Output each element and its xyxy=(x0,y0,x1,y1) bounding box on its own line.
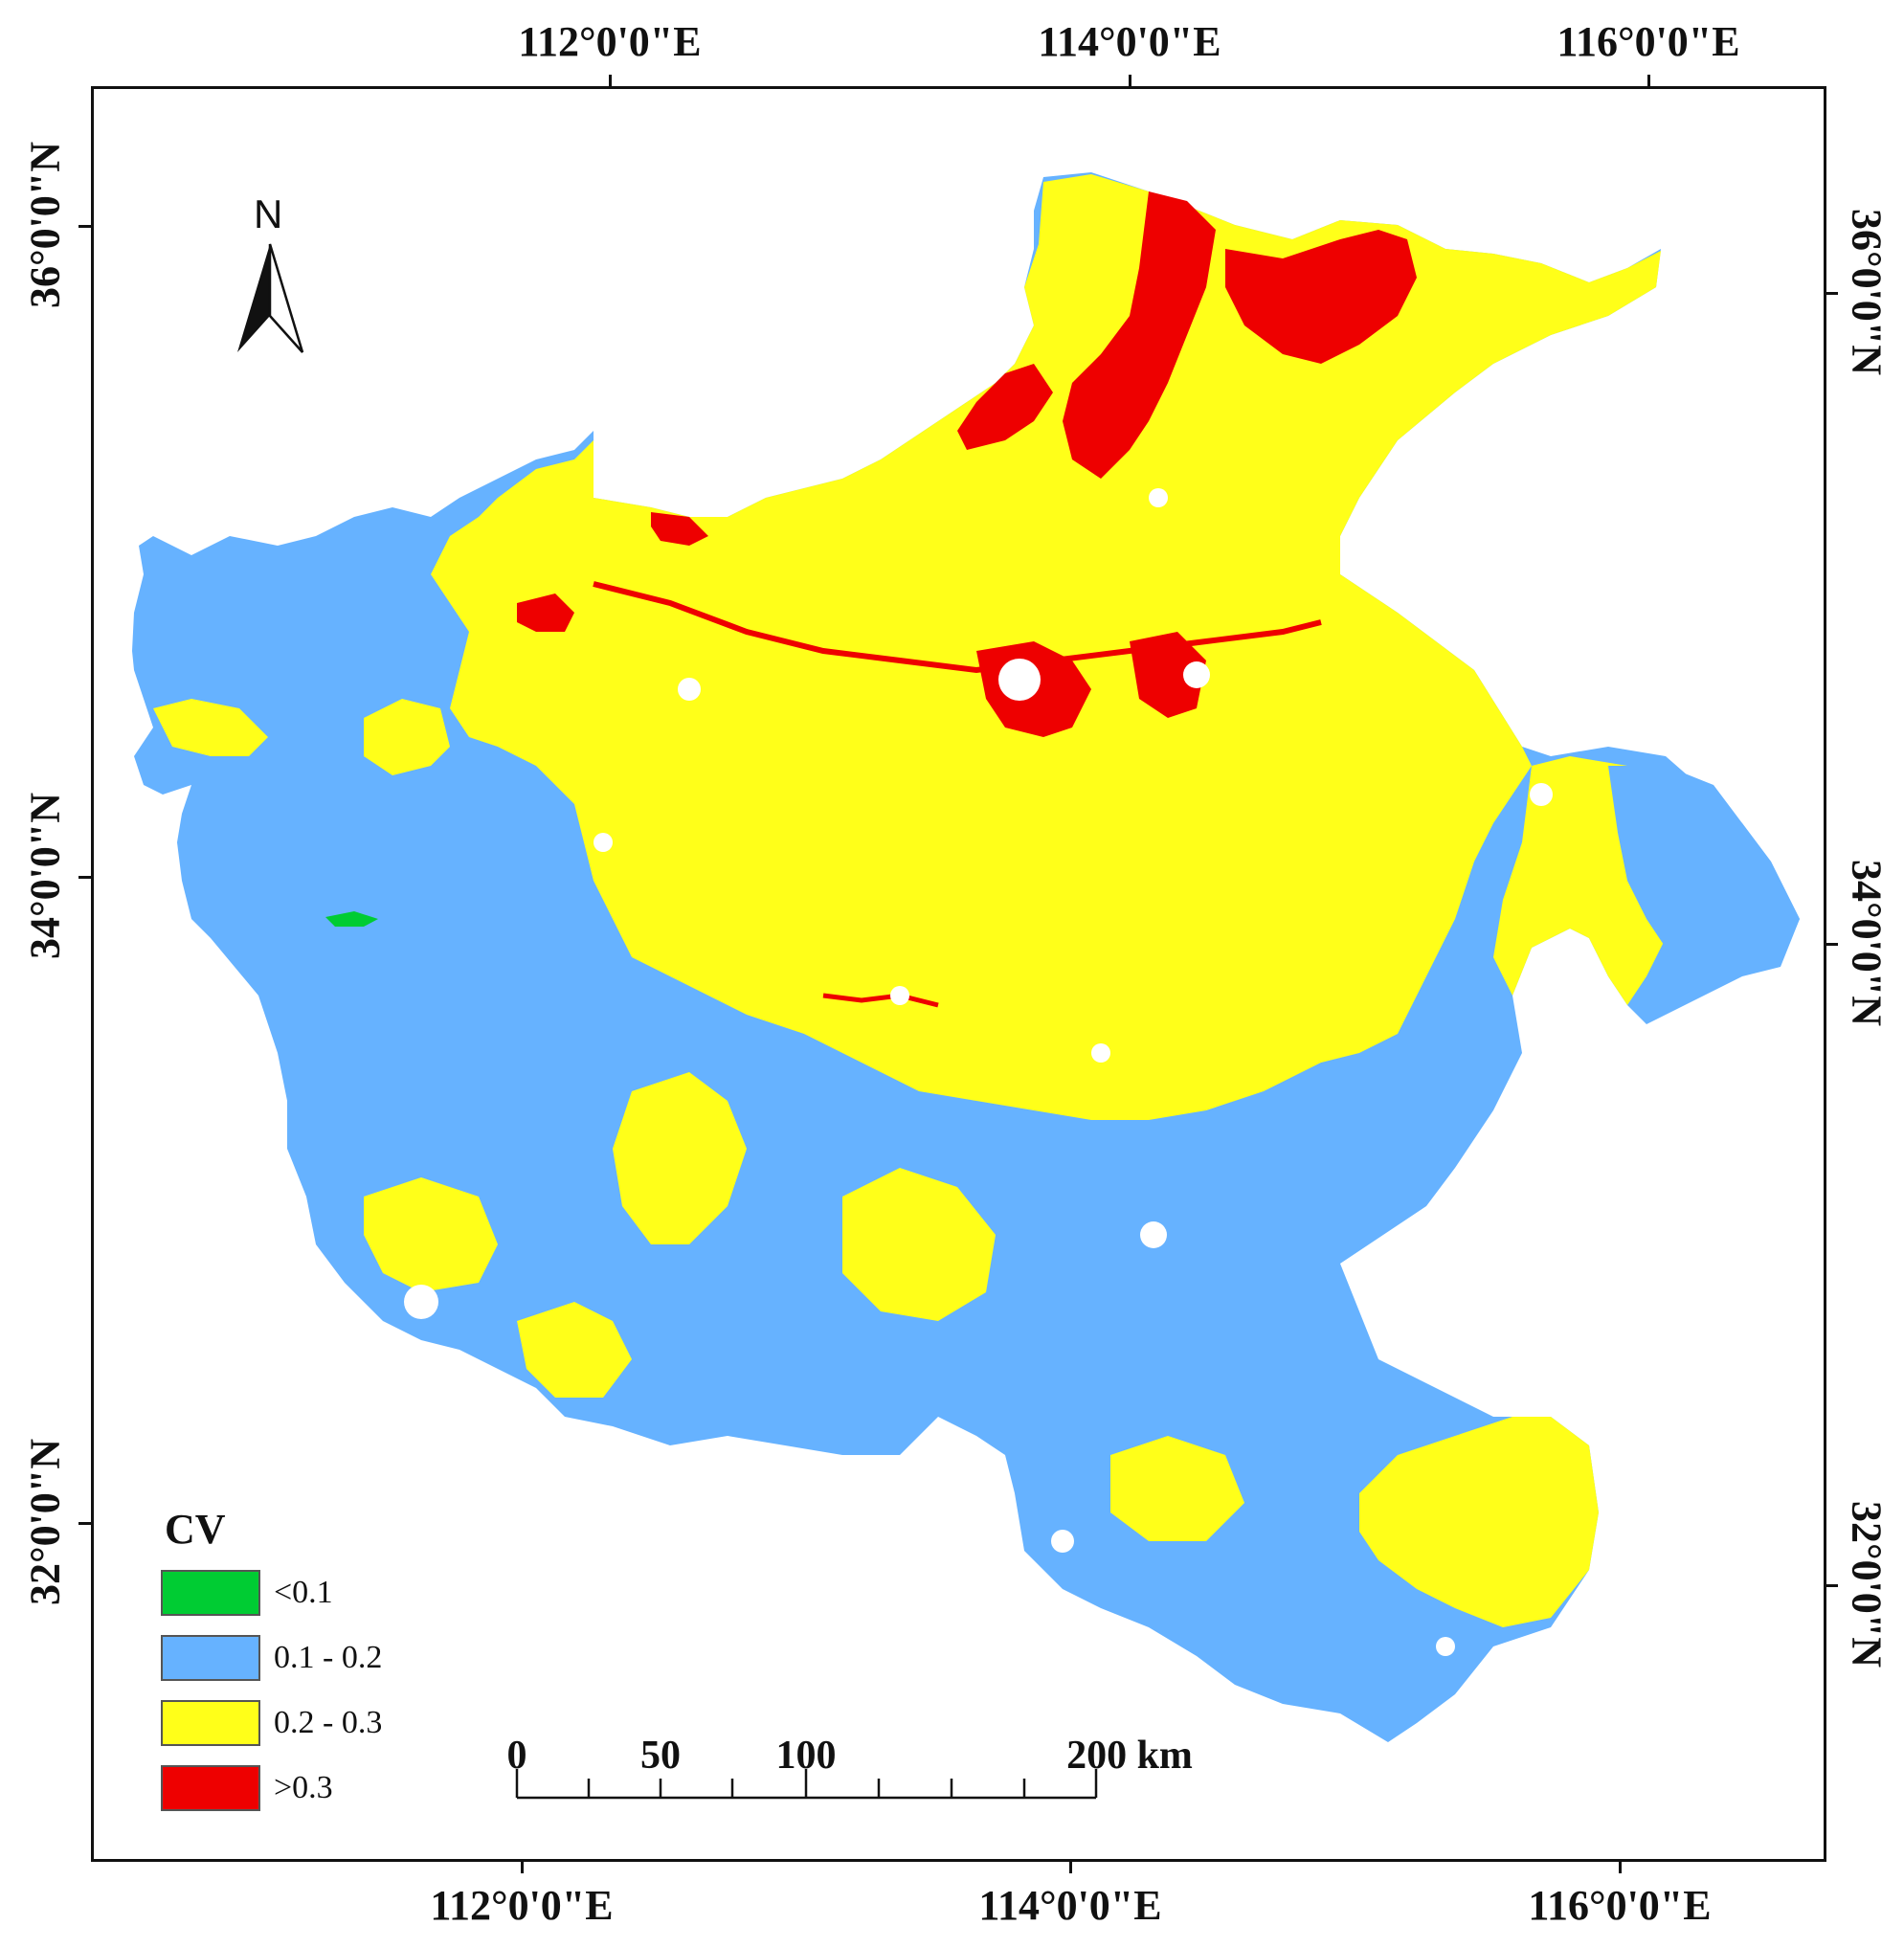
scale-label-50: 50 xyxy=(640,1734,681,1778)
region-cv-gt0.3-west xyxy=(517,593,574,632)
region-cv-lt0.1 xyxy=(325,911,378,927)
tick-right-32 xyxy=(1825,1584,1838,1587)
scale-bar xyxy=(515,1769,1098,1800)
legend-item-0.2-0.3: 0.2 - 0.3 xyxy=(161,1698,382,1748)
region-cv-gt0.3-north-2 xyxy=(1225,230,1417,364)
tick-top-116 xyxy=(1647,75,1650,88)
region-cv-gt0.3-north-1 xyxy=(1063,191,1216,479)
nodata-city-9 xyxy=(1051,1530,1074,1553)
region-cv-gt0.3-river xyxy=(593,581,1322,674)
nodata-city-8 xyxy=(1436,1637,1455,1656)
region-cv-0.2-0.3-south-2 xyxy=(613,1072,747,1244)
tick-left-36 xyxy=(78,225,92,228)
legend-item-lt0.1: <0.1 xyxy=(161,1568,333,1618)
top-lon-label-114: 114°0'0"E xyxy=(1038,18,1221,65)
nodata-city-12 xyxy=(594,833,613,852)
nodata-city-1 xyxy=(998,659,1041,701)
legend-swatch xyxy=(161,1700,260,1746)
north-label: N xyxy=(254,191,283,236)
region-cv-gt0.3-south-river xyxy=(822,993,939,1008)
scale-label-0: 0 xyxy=(506,1734,527,1778)
region-cv-0.2-0.3-west-2 xyxy=(153,699,268,756)
region-cv-gt0.3-northwest-1 xyxy=(957,364,1053,450)
tick-top-114 xyxy=(1129,75,1131,88)
north-arrow-icon xyxy=(237,243,304,353)
legend-label: 0.1 - 0.2 xyxy=(274,1640,383,1675)
tick-bottom-114 xyxy=(1069,1860,1072,1873)
region-cv-0.2-0.3-south-1 xyxy=(364,1177,498,1292)
nodata-city-3 xyxy=(678,678,701,701)
region-cv-gt0.3-city-east xyxy=(1130,632,1206,718)
tick-left-32 xyxy=(78,1522,92,1525)
tick-bottom-116 xyxy=(1619,1860,1622,1873)
bottom-lon-label-114: 114°0'0"E xyxy=(978,1882,1162,1929)
scale-label-100: 100 xyxy=(775,1734,837,1778)
nodata-city-2 xyxy=(1183,661,1210,688)
nodata-city-7 xyxy=(404,1285,438,1319)
region-cv-0.2-0.3-southeast xyxy=(1359,1417,1599,1627)
region-cv-0.2-0.3-west-1 xyxy=(364,699,450,775)
tick-top-112 xyxy=(609,75,612,88)
legend-label: <0.1 xyxy=(274,1575,333,1610)
legend-swatch xyxy=(161,1570,260,1616)
legend-swatch xyxy=(161,1635,260,1681)
top-lon-label-112: 112°0'0"E xyxy=(518,18,702,65)
bottom-lon-label-112: 112°0'0"E xyxy=(430,1882,614,1929)
legend-swatch xyxy=(161,1765,260,1811)
region-cv-0.2-0.3-north xyxy=(431,174,1661,1120)
nodata-city-6 xyxy=(1140,1221,1167,1248)
top-lon-label-116: 116°0'0"E xyxy=(1557,18,1740,65)
nodata-city-5 xyxy=(1530,783,1553,806)
nodata-city-4 xyxy=(1149,488,1168,507)
nodata-city-11 xyxy=(890,986,909,1005)
tick-right-34 xyxy=(1825,943,1838,946)
legend-label: >0.3 xyxy=(274,1770,333,1805)
legend-title: CV xyxy=(165,1506,226,1553)
nodata-city-10 xyxy=(1091,1043,1110,1063)
region-cv-0.2-0.3-south-4 xyxy=(1110,1436,1244,1541)
region-cv-0.2-0.3-south-3 xyxy=(842,1168,996,1321)
tick-bottom-112 xyxy=(521,1860,524,1873)
legend-label: 0.2 - 0.3 xyxy=(274,1705,383,1740)
scale-label-200km: 200 km xyxy=(1066,1734,1193,1778)
region-cv-0.1-0.2-east xyxy=(1608,766,1800,972)
legend-item-0.1-0.2: 0.1 - 0.2 xyxy=(161,1633,382,1683)
legend-item-gt0.3: >0.3 xyxy=(161,1763,333,1813)
tick-right-36 xyxy=(1825,292,1838,295)
region-cv-gt0.3-band xyxy=(651,512,708,546)
bottom-lon-label-116: 116°0'0"E xyxy=(1528,1882,1712,1929)
tick-left-34 xyxy=(78,876,92,879)
region-cv-0.2-0.3-south-5 xyxy=(517,1302,632,1398)
